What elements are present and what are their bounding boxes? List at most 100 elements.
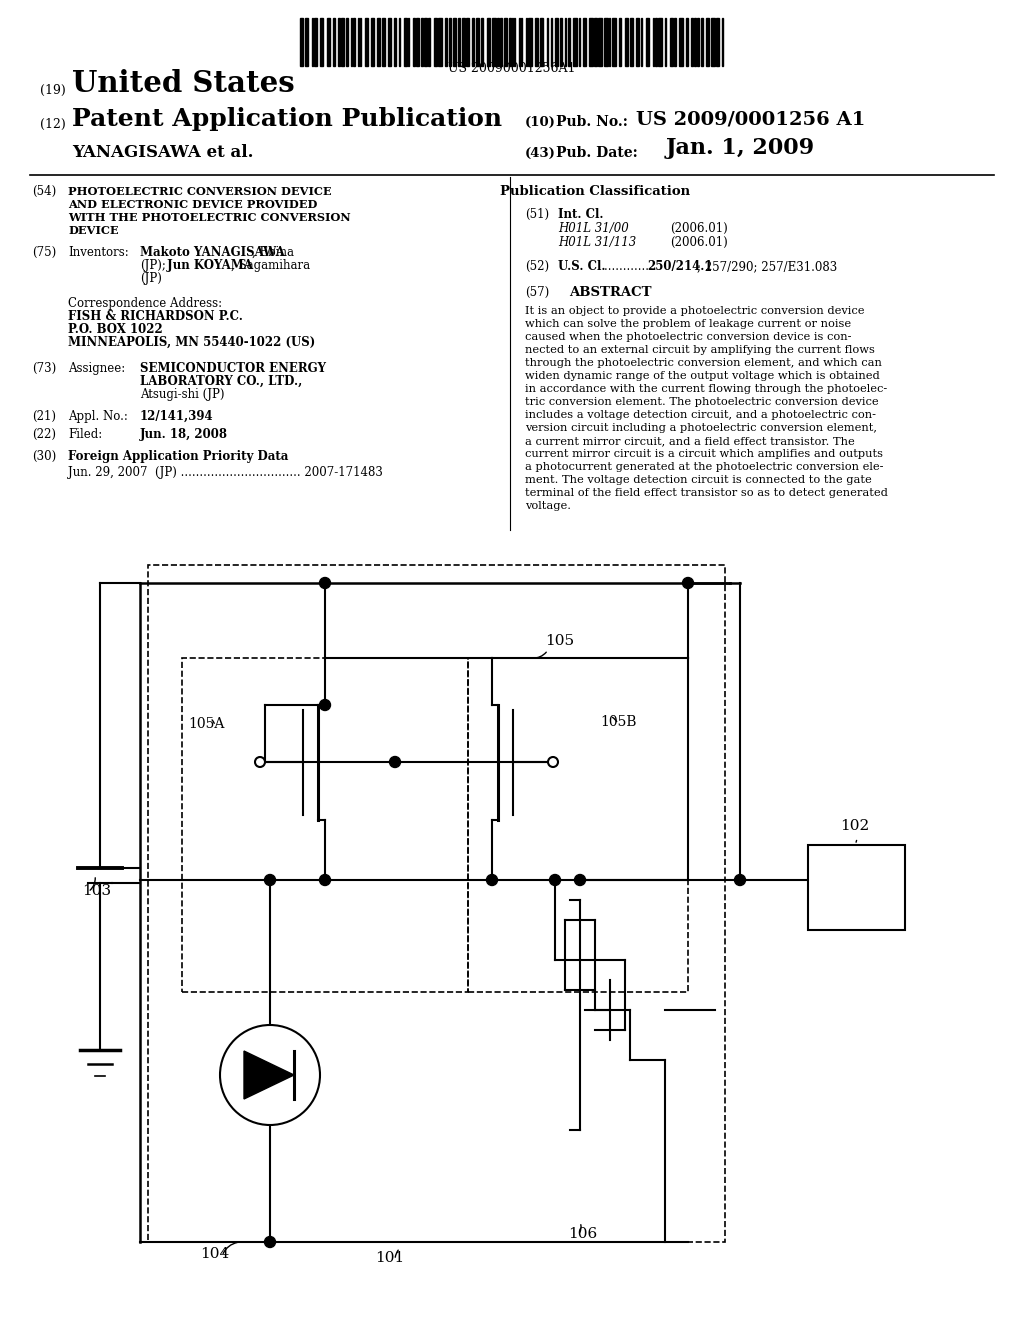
Bar [686, 18, 688, 66]
Bar [454, 18, 456, 66]
Text: ment. The voltage detection circuit is connected to the gate: ment. The voltage detection circuit is c… [525, 475, 871, 484]
Bar [584, 18, 586, 66]
Bar [304, 18, 308, 66]
Text: (52): (52) [525, 260, 549, 273]
Bar [182, 657, 468, 993]
Text: DEVICE: DEVICE [68, 224, 119, 236]
Text: Appl. No.:: Appl. No.: [68, 411, 128, 422]
Bar [625, 18, 629, 66]
Circle shape [734, 874, 745, 886]
Bar [509, 18, 511, 66]
Text: 103: 103 [82, 884, 112, 898]
Text: Publication Classification: Publication Classification [500, 185, 690, 198]
Bar [568, 18, 569, 66]
Circle shape [389, 756, 400, 767]
Polygon shape [244, 1051, 294, 1100]
Bar [666, 18, 667, 66]
Bar [565, 18, 566, 66]
Bar [540, 18, 543, 66]
Text: terminal of the field effect transistor so as to detect generated: terminal of the field effect transistor … [525, 488, 888, 498]
Bar [512, 18, 513, 66]
Bar [589, 18, 593, 66]
Bar [514, 18, 515, 66]
Text: (73): (73) [32, 362, 56, 375]
Bar [670, 18, 674, 66]
Bar [417, 18, 419, 66]
Text: US 20090001256A1: US 20090001256A1 [449, 62, 575, 75]
Bar [712, 18, 715, 66]
Bar [338, 18, 340, 66]
Text: (22): (22) [32, 428, 56, 441]
Bar [327, 18, 330, 66]
Bar [148, 565, 725, 1242]
Bar [630, 18, 633, 66]
Bar [433, 18, 437, 66]
Bar [481, 18, 483, 66]
Bar [493, 18, 496, 66]
Bar [555, 18, 558, 66]
Text: , Ebina: , Ebina [252, 246, 294, 259]
Bar [573, 18, 577, 66]
Bar [445, 18, 447, 66]
Circle shape [319, 578, 331, 589]
Circle shape [486, 874, 498, 886]
Text: YANAGISAWA et al.: YANAGISAWA et al. [72, 144, 254, 161]
Bar [497, 18, 500, 66]
Text: (JP);: (JP); [140, 259, 166, 272]
Bar [413, 18, 415, 66]
Bar [697, 18, 698, 66]
Bar [449, 18, 451, 66]
Bar [387, 18, 391, 66]
Bar [528, 18, 531, 66]
Bar [706, 18, 709, 66]
Text: Atsugi-shi (JP): Atsugi-shi (JP) [140, 388, 224, 401]
Bar [476, 18, 478, 66]
Bar [421, 18, 423, 66]
Text: Patent Application Publication: Patent Application Publication [72, 107, 502, 131]
Text: tric conversion element. The photoelectric conversion device: tric conversion element. The photoelectr… [525, 397, 879, 407]
Text: (2006.01): (2006.01) [670, 222, 728, 235]
Text: voltage.: voltage. [525, 502, 571, 511]
Circle shape [264, 874, 275, 886]
Bar [377, 18, 380, 66]
Circle shape [319, 874, 331, 886]
Text: through the photoelectric conversion element, and which can: through the photoelectric conversion ele… [525, 358, 882, 368]
Bar [609, 18, 610, 66]
Text: (2006.01): (2006.01) [670, 236, 728, 249]
Bar [353, 18, 355, 66]
Bar [424, 18, 427, 66]
Text: (10): (10) [525, 116, 556, 129]
Text: U.S. Cl.: U.S. Cl. [558, 260, 605, 273]
Bar [341, 18, 344, 66]
Circle shape [255, 756, 265, 767]
Text: widen dynamic range of the output voltage which is obtained: widen dynamic range of the output voltag… [525, 371, 880, 381]
Text: (43): (43) [525, 147, 556, 160]
Text: Jan. 1, 2009: Jan. 1, 2009 [666, 137, 815, 158]
Text: 105: 105 [545, 634, 574, 648]
Bar [620, 18, 622, 66]
Text: (19): (19) [40, 84, 66, 96]
Circle shape [264, 1237, 275, 1247]
Text: Pub. No.:: Pub. No.: [556, 115, 628, 129]
Bar [357, 18, 358, 66]
Text: (JP): (JP) [140, 272, 162, 285]
Bar [350, 18, 352, 66]
Text: Makoto YANAGISAWA: Makoto YANAGISAWA [140, 246, 285, 259]
Bar [458, 18, 460, 66]
Bar [598, 18, 602, 66]
Bar [313, 18, 317, 66]
Bar [521, 18, 522, 66]
Text: (JP) ................................ 2007-171483: (JP) ................................ 20… [155, 466, 383, 479]
Text: WITH THE PHOTOELECTRIC CONVERSION: WITH THE PHOTOELECTRIC CONVERSION [68, 213, 350, 223]
Text: 105B: 105B [600, 715, 637, 729]
Text: ; 257/290; 257/E31.083: ; 257/290; 257/E31.083 [697, 260, 838, 273]
Text: (54): (54) [32, 185, 56, 198]
Bar [701, 18, 703, 66]
Text: PHOTOELECTRIC CONVERSION DEVICE: PHOTOELECTRIC CONVERSION DEVICE [68, 186, 332, 197]
Text: ..............: .............. [604, 260, 660, 273]
Text: United States: United States [72, 69, 295, 98]
Text: Correspondence Address:: Correspondence Address: [68, 297, 222, 310]
Text: current mirror circuit is a circuit which amplifies and outputs: current mirror circuit is a circuit whic… [525, 449, 883, 459]
Bar [311, 18, 312, 66]
Text: Foreign Application Priority Data: Foreign Application Priority Data [68, 450, 289, 463]
